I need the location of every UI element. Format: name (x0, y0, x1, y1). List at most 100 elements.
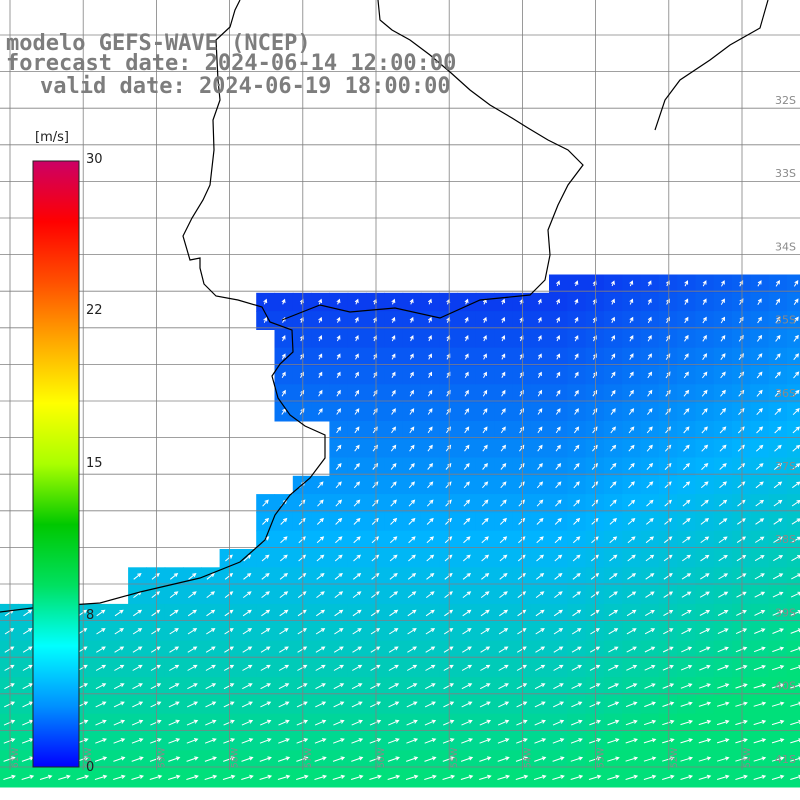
wind-arrow (425, 664, 436, 671)
wind-arrow (187, 646, 198, 653)
wind-arrow (406, 664, 418, 671)
wind-arrow (354, 335, 359, 342)
wind-arrow (77, 628, 88, 635)
wind-arrow (205, 664, 216, 671)
wind-speed-cell (786, 439, 800, 459)
wind-arrow (500, 462, 507, 470)
wind-arrow (389, 554, 398, 562)
wind-arrow (479, 701, 491, 708)
wind-arrow (278, 664, 290, 671)
wind-arrow (169, 664, 180, 671)
wind-arrow (262, 517, 270, 525)
wind-arrow (774, 408, 782, 416)
longitude-label: 56W (377, 748, 387, 768)
wind-arrow (680, 756, 694, 762)
wind-arrow (351, 756, 364, 762)
wind-arrow (351, 701, 363, 708)
wind-arrow (280, 517, 288, 525)
wind-arrow (571, 628, 582, 635)
wind-arrow (96, 609, 106, 617)
wind-arrow (406, 756, 419, 762)
wind-arrow (735, 756, 748, 762)
wind-arrow (680, 701, 693, 707)
wind-arrow (662, 646, 674, 653)
wind-arrow (571, 646, 582, 653)
wind-arrow (280, 536, 288, 544)
wind-arrow (645, 609, 655, 617)
wind-arrow (335, 499, 343, 507)
wind-arrow (793, 371, 800, 379)
wind-arrow (625, 774, 639, 780)
wind-arrow (517, 609, 527, 617)
wind-arrow (681, 610, 692, 617)
wind-arrow (464, 298, 469, 305)
wind-arrow (772, 610, 784, 616)
wind-arrow (391, 353, 396, 360)
wind-arrow (625, 683, 638, 689)
wind-arrow (534, 683, 546, 690)
wind-arrow (481, 572, 490, 580)
wind-arrow (332, 756, 346, 762)
wind-arrow (555, 462, 562, 470)
wind-arrow (425, 609, 435, 617)
wind-arrow (318, 371, 323, 379)
wind-arrow (408, 536, 416, 544)
wind-arrow (771, 738, 785, 744)
wind-arrow (445, 481, 452, 489)
wind-arrow (460, 756, 474, 762)
wind-arrow (682, 536, 691, 544)
wind-arrow (497, 756, 510, 762)
wind-arrow (700, 573, 710, 580)
wind-arrow (408, 517, 416, 525)
wind-arrow (609, 518, 617, 525)
wind-arrow (316, 609, 326, 617)
wind-arrow (556, 353, 561, 360)
wind-arrow (278, 701, 290, 708)
wind-arrow (756, 426, 764, 434)
wind-arrow (480, 591, 490, 598)
wind-arrow (681, 591, 692, 598)
wind-arrow (480, 628, 490, 635)
wind-arrow (169, 572, 179, 580)
wind-arrow (499, 572, 508, 580)
wind-arrow (516, 738, 528, 744)
wind-arrow (626, 664, 638, 671)
wind-arrow (536, 481, 544, 489)
wind-arrow (772, 573, 784, 580)
wind-arrow (538, 353, 542, 360)
wind-arrow (754, 591, 766, 598)
wind-arrow (463, 536, 471, 544)
wind-arrow (757, 298, 762, 305)
wind-arrow (354, 389, 360, 397)
wind-arrow (187, 609, 197, 617)
wind-arrow (428, 371, 432, 379)
wind-arrow (719, 463, 727, 470)
wind-arrow (643, 738, 657, 744)
wind-arrow (662, 664, 674, 671)
wind-speed-cell (786, 640, 800, 660)
wind-arrow (753, 719, 767, 726)
wind-arrow (21, 774, 35, 780)
wind-arrow (131, 738, 144, 744)
wind-arrow (716, 701, 730, 707)
wind-arrow (389, 572, 398, 580)
wind-arrow (409, 426, 415, 434)
wind-arrow (720, 353, 726, 360)
wind-arrow (792, 426, 800, 434)
wind-arrow (771, 683, 785, 689)
wind-arrow (445, 444, 452, 452)
wind-arrow (204, 738, 217, 744)
wind-arrow (771, 665, 785, 671)
wind-arrow (700, 499, 709, 507)
wind-arrow (95, 683, 107, 690)
wind-arrow (535, 646, 546, 653)
wind-arrow (261, 554, 270, 562)
wind-arrow (460, 774, 474, 780)
wind-arrow (534, 756, 547, 762)
wind-arrow (391, 371, 396, 379)
wind-arrow (609, 573, 618, 580)
wind-arrow (406, 738, 419, 744)
wind-arrow (481, 517, 489, 525)
wind-arrow (482, 316, 487, 323)
